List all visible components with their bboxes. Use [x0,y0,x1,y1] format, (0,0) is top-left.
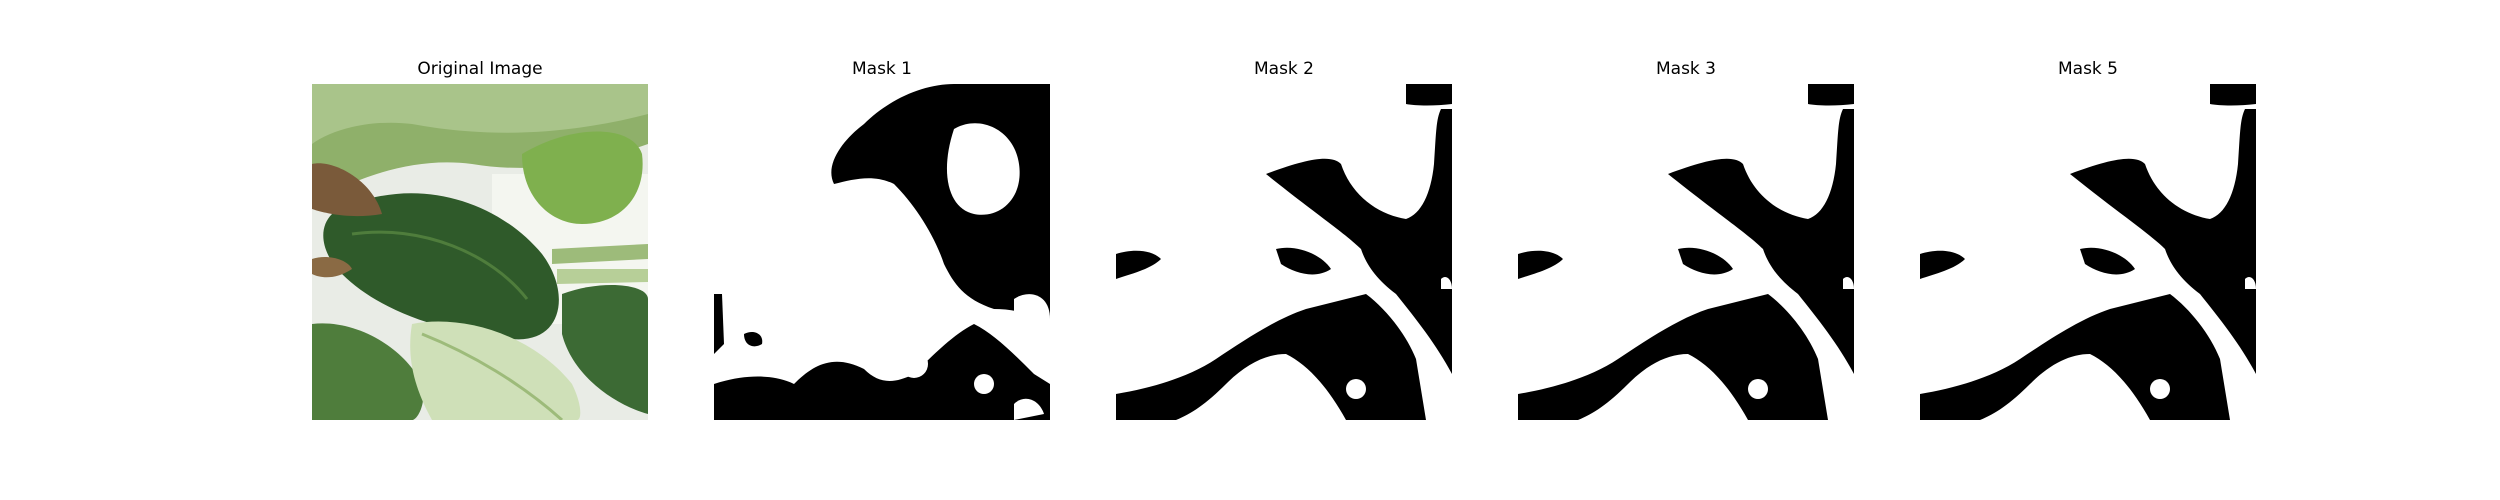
mask-5-shape [1920,84,2256,420]
mask-1-shape [714,84,1050,420]
panel-title: Mask 1 [851,59,912,79]
mask-3-shape [1518,84,1854,420]
panel-mask-1: Mask 1 [714,56,1050,420]
mask-2-image [1116,84,1452,420]
panel-mask-5: Mask 5 [1920,56,2256,420]
mask-2-shape [1116,84,1452,420]
mask-5-image [1920,84,2256,420]
mask-1-image [714,84,1050,420]
panel-original-image: Original Image [312,56,648,420]
original-image [312,84,648,420]
panel-title: Mask 2 [1253,59,1314,79]
panel-mask-2: Mask 2 [1116,56,1452,420]
panel-mask-3: Mask 3 [1518,56,1854,420]
mask-3-image [1518,84,1854,420]
panel-title: Original Image [417,59,543,79]
panel-title: Mask 3 [1655,59,1716,79]
leaf-photo-illustration [312,84,648,420]
panel-title: Mask 5 [2057,59,2118,79]
